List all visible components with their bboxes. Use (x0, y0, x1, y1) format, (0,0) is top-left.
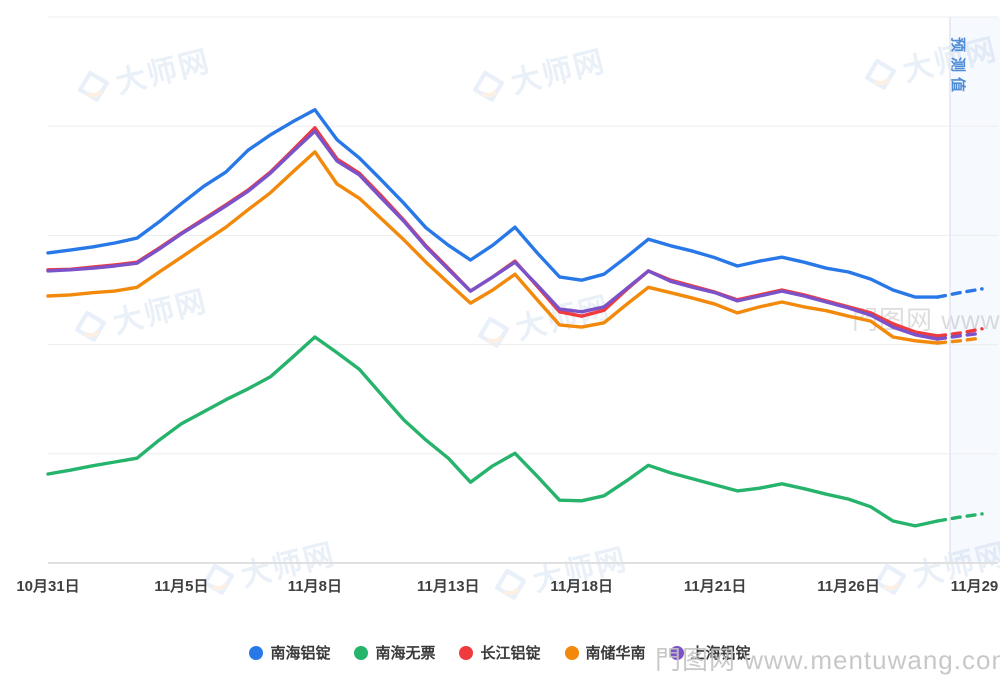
series-line-上海铝锭 (46, 129, 940, 341)
legend-label: 南储华南 (585, 645, 646, 662)
photo-watermark: 門图网 www.mentuwang.com (655, 645, 1000, 675)
legend-item-长江铝锭[interactable]: 长江铝锭 (459, 642, 541, 663)
legend-marker (459, 645, 474, 660)
legend-item-上海铝锭[interactable]: 上海铝锭 (669, 642, 751, 663)
legend-marker (564, 645, 579, 660)
series-forecast-line-南海无票 (935, 512, 984, 523)
x-axis-label: 11月8日 (287, 578, 342, 595)
x-axis-label: 11月26日 (817, 578, 880, 595)
legend: 南海铝锭 南海无票 长江铝锭 南储华南 上海铝锭 (0, 642, 1000, 663)
series-forecast-line-长江铝锭 (935, 327, 984, 338)
x-axis-label: 11月21日 (683, 578, 747, 595)
legend-label: 南海无票 (375, 645, 436, 662)
legend-label: 上海铝锭 (690, 645, 751, 662)
series-forecast-line-南海铝锭 (935, 287, 984, 299)
x-axis-label: 11月13日 (417, 578, 480, 595)
x-axis-label: 11月5日 (154, 578, 209, 595)
forecast-label: 预测值 (949, 36, 966, 97)
legend-item-南海无票[interactable]: 南海无票 (354, 642, 435, 663)
legend-marker (354, 645, 369, 660)
series-forecast-line-南储华南 (935, 336, 984, 345)
legend-marker (249, 645, 264, 660)
legend-label: 长江铝锭 (480, 645, 541, 662)
series-line-南海铝锭 (46, 108, 940, 299)
x-axis-label: 11月18日 (550, 578, 613, 595)
legend-item-南海铝锭[interactable]: 南海铝锭 (249, 642, 330, 663)
x-axis-label: 10月31日 (16, 578, 80, 595)
series-line-南海无票 (46, 335, 940, 528)
legend-marker (669, 645, 684, 660)
x-axis-label: 11月29日 (950, 578, 1000, 595)
legend-label: 南海铝锭 (270, 645, 331, 662)
series-forecast-line-上海铝锭 (935, 331, 984, 341)
legend-item-南储华南[interactable]: 南储华南 (564, 642, 646, 663)
series-line-南储华南 (46, 150, 940, 345)
x-axis: 10月31日 11月5日 11月8日 11月13日 11月18日 11月21日 11月26日… (0, 575, 1000, 601)
